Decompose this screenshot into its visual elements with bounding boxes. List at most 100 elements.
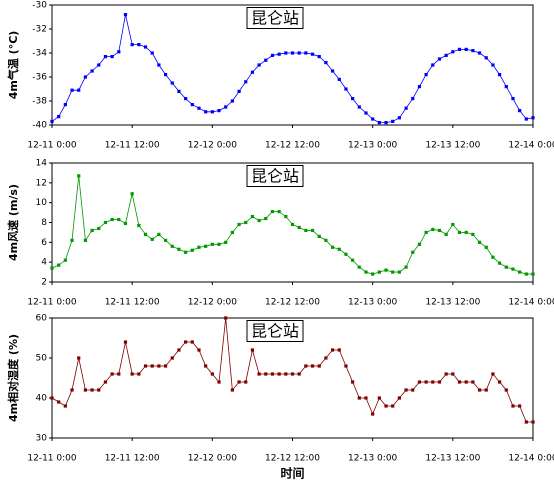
data-point [143,45,148,49]
data-point [411,250,415,254]
data-point [217,380,221,384]
y-tick-label: -36 [32,73,47,83]
data-point [117,217,121,222]
data-point [63,404,67,408]
data-point [531,116,535,120]
data-point [190,340,194,344]
y-tick-label: 12 [36,178,47,188]
data-point [317,364,321,368]
data-point [170,244,174,248]
data-point [123,221,128,226]
data-point [504,388,508,392]
y-tick-label: -34 [32,49,47,59]
data-point [437,380,442,384]
data-point [197,245,201,249]
data-point [163,73,168,77]
data-point [404,265,408,269]
data-point [304,364,308,368]
data-point [117,50,121,54]
data-point [277,52,281,56]
data-point [384,268,388,272]
data-point [284,372,288,376]
data-point [130,192,134,196]
data-point [317,55,321,59]
data-point [63,258,67,262]
data-point [110,372,114,376]
y-tick-label: -30 [32,1,47,11]
data-point [57,400,61,404]
data-point [224,316,228,320]
data-point [397,396,401,400]
data-point [404,106,408,110]
data-point [123,13,128,17]
data-point [257,372,261,376]
data-point [337,247,341,251]
data-point [130,43,134,47]
y-tick-label: 6 [41,238,47,248]
data-point [237,380,241,384]
chart-title: 昆仑站 [251,9,299,28]
data-point [177,247,181,251]
data-point [351,258,355,262]
x-tick-label: 12-11 12:00 [105,454,160,464]
x-tick-label: 12-13 12:00 [425,141,480,151]
data-point [204,244,208,248]
data-point [97,226,101,231]
data-point [137,43,141,47]
x-axis-label: 时间 [280,466,304,481]
x-tick-label: 12-13 0:00 [348,454,397,464]
plot-frame [51,162,534,283]
data-point [264,372,268,376]
data-point [357,396,361,400]
x-tick-label: 12-11 12:00 [105,141,160,151]
data-point [471,232,475,236]
data-point [477,240,482,244]
data-point [117,372,121,376]
x-tick-label: 12-12 0:00 [188,454,237,464]
data-point [471,49,475,53]
data-point [384,404,388,408]
data-point [377,270,381,274]
x-tick-label: 12-13 12:00 [425,454,480,464]
data-point [197,106,201,110]
data-point [397,270,401,274]
data-point [330,245,335,249]
data-point [451,50,455,54]
x-tick-label: 12-11 0:00 [27,454,76,464]
data-point [190,248,194,252]
data-point [444,53,448,57]
data-point [417,380,422,384]
data-point [284,51,288,55]
data-point [431,380,435,384]
data-point [224,105,228,109]
data-point [157,232,161,236]
data-point [397,116,401,120]
data-point [123,340,128,344]
data-point [284,214,288,219]
data-point [411,97,415,101]
data-point [457,47,462,51]
data-point [451,372,455,376]
data-point [437,57,442,61]
x-tick-label: 12-13 0:00 [348,141,397,151]
data-point [524,117,528,121]
y-tick-label: 30 [36,434,48,444]
title-box [246,320,304,342]
title-box [246,165,304,187]
data-point [391,404,395,408]
x-tick-label: 12-13 0:00 [348,298,397,308]
data-point [103,220,108,225]
data-point [217,242,221,246]
data-point [404,388,408,392]
data-point [103,55,108,59]
data-point [337,348,341,352]
data-point [484,56,488,60]
x-tick-label: 12-12 12:00 [265,141,320,151]
data-point [391,119,395,123]
y-tick-label: -40 [32,121,47,131]
data-point [184,97,188,101]
data-point [103,380,108,384]
data-point [177,348,181,352]
data-point [230,388,234,392]
data-point [190,103,194,107]
